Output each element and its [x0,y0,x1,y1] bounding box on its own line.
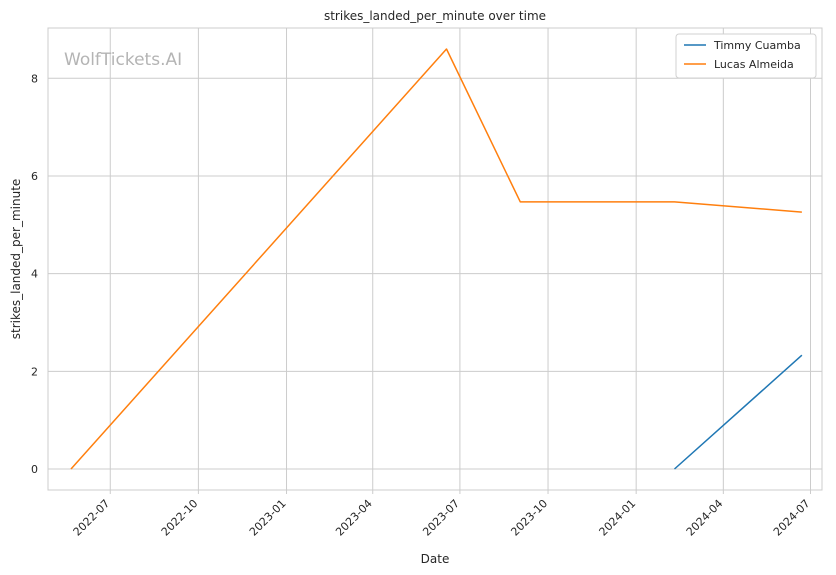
y-tick-label: 6 [31,170,38,183]
x-axis-label: Date [421,552,450,566]
y-tick-label: 2 [31,365,38,378]
x-tick-label: 2023-10 [508,497,550,539]
y-axis-ticks: 0 2 4 6 8 [31,72,38,476]
x-tick-label: 2024-01 [597,497,639,539]
x-tick-label: 2024-04 [684,497,726,539]
watermark: WolfTickets.AI [64,50,182,70]
y-tick-label: 0 [31,463,38,476]
series-lines [70,48,803,470]
legend-box [675,33,817,79]
legend: Timmy Cuamba Lucas Almeida [675,33,817,79]
plot-frame [47,27,823,491]
legend-label-lucas-almeida: Lucas Almeida [714,58,794,71]
grid [48,28,822,490]
series-line-timmy-cuamba [673,354,803,470]
y-axis-label: strikes_landed_per_minute [9,179,23,340]
x-tick-label: 2022-10 [159,497,201,539]
x-tick-label: 2023-04 [333,497,375,539]
y-tick-label: 4 [31,268,38,281]
chart-title: strikes_landed_per_minute over time [324,9,546,23]
x-tick-label: 2023-01 [247,497,289,539]
x-axis-ticks: 2022-07 2022-10 2023-01 2023-04 2023-07 2023-… [71,490,813,539]
series-line-lucas-almeida [70,48,802,470]
x-tick-label: 2023-07 [420,497,462,539]
x-tick-label: 2024-07 [771,497,813,539]
y-tick-label: 8 [31,72,38,85]
x-tick-label: 2022-07 [71,497,113,539]
legend-label-timmy-cuamba: Timmy Cuamba [713,39,801,52]
